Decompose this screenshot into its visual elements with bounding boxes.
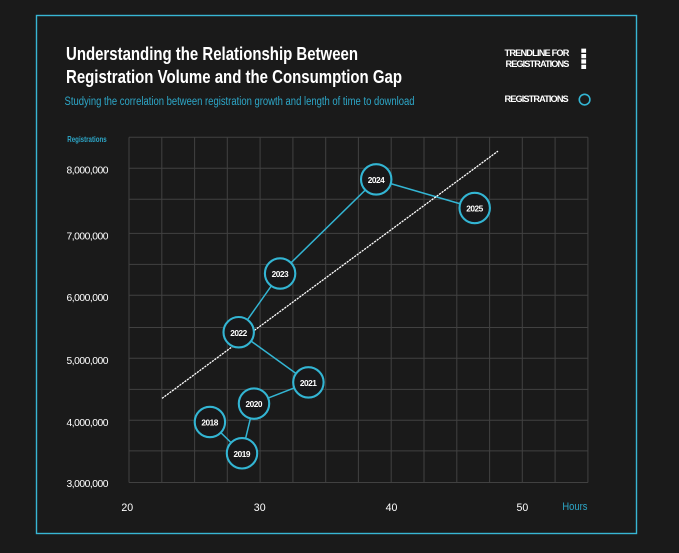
svg-text:REGISTRATIONS: REGISTRATIONS — [505, 94, 569, 104]
svg-text:2025: 2025 — [466, 204, 483, 214]
svg-text:20: 20 — [121, 502, 133, 514]
svg-text:Registration Volume and the Co: Registration Volume and the Consumption … — [66, 66, 402, 87]
svg-text:2019: 2019 — [234, 449, 251, 459]
svg-text:Hours: Hours — [562, 501, 587, 513]
svg-text:4,000,000: 4,000,000 — [67, 418, 109, 429]
svg-text:3,000,000: 3,000,000 — [67, 479, 109, 490]
svg-text:6,000,000: 6,000,000 — [67, 293, 109, 304]
svg-text:Studying the correlation betwe: Studying the correlation between registr… — [65, 96, 415, 108]
svg-text:5,000,000: 5,000,000 — [67, 356, 109, 367]
svg-text:Registrations: Registrations — [67, 135, 107, 144]
svg-text:Understanding the Relationship: Understanding the Relationship Between — [66, 43, 358, 64]
svg-text:2024: 2024 — [368, 175, 385, 185]
svg-text:2022: 2022 — [230, 328, 247, 338]
svg-text:2020: 2020 — [246, 399, 263, 409]
svg-text:50: 50 — [517, 502, 529, 514]
svg-text:2021: 2021 — [300, 378, 317, 388]
svg-text:REGISTRATIONS: REGISTRATIONS — [506, 59, 570, 69]
svg-text:TRENDLINE FOR: TRENDLINE FOR — [505, 48, 570, 58]
svg-text:40: 40 — [386, 502, 398, 514]
svg-text:30: 30 — [254, 502, 266, 514]
svg-text:7,000,000: 7,000,000 — [67, 232, 109, 243]
svg-text:2023: 2023 — [272, 269, 289, 279]
svg-text:2018: 2018 — [201, 418, 218, 428]
svg-text:8,000,000: 8,000,000 — [67, 165, 109, 176]
